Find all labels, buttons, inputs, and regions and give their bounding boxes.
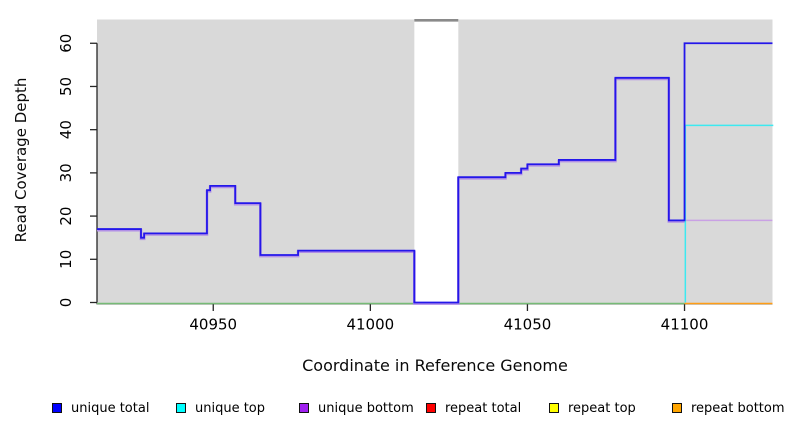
x-tick-label: 41000 (346, 316, 394, 334)
legend-item-unique-bottom: unique bottom (299, 399, 414, 417)
x-tick-label: 40950 (189, 316, 237, 334)
legend-label: repeat total (445, 400, 522, 416)
legend-label: unique top (195, 400, 266, 416)
repeat-top-swatch-icon (549, 403, 559, 413)
repeat-total-swatch-icon (426, 403, 436, 413)
legend-label: unique total (71, 400, 150, 416)
y-tick-label: 30 (57, 163, 75, 182)
x-axis-label: Coordinate in Reference Genome (302, 356, 568, 375)
legend-item-repeat-bottom: repeat bottom (672, 399, 785, 417)
y-tick-label: 40 (57, 120, 75, 139)
x-tick-label: 41100 (661, 316, 709, 334)
x-tick-label: 41050 (504, 316, 552, 334)
y-axis-label: Read Coverage Depth (12, 77, 30, 243)
legend-label: repeat bottom (691, 400, 785, 416)
legend-label: repeat top (568, 400, 636, 416)
legend-label: unique bottom (318, 400, 414, 416)
repeat-bottom-swatch-icon (672, 403, 682, 413)
legend-item-repeat-total: repeat total (426, 399, 521, 417)
series-unique-total (97, 42, 773, 304)
y-tick-label: 10 (57, 250, 75, 269)
y-tick-label: 0 (57, 298, 75, 308)
unique-top-swatch-icon (176, 403, 186, 413)
unique-total-swatch-icon (52, 403, 62, 413)
coverage-plot: 0 10 20 30 40 50 60 40950 41000 41050 41100 (57, 18, 774, 334)
y-tick-label: 50 (57, 77, 75, 96)
legend: unique total unique top unique bottom repea… (0, 399, 792, 417)
legend-item-repeat-top: repeat top (549, 399, 636, 417)
coverage-gap-region (414, 19, 459, 302)
legend-item-unique-top: unique top (176, 399, 265, 417)
legend-item-unique-total: unique total (52, 399, 149, 417)
unique-bottom-swatch-icon (299, 403, 309, 413)
y-tick-label: 20 (57, 207, 75, 226)
y-tick-label: 60 (57, 34, 75, 53)
